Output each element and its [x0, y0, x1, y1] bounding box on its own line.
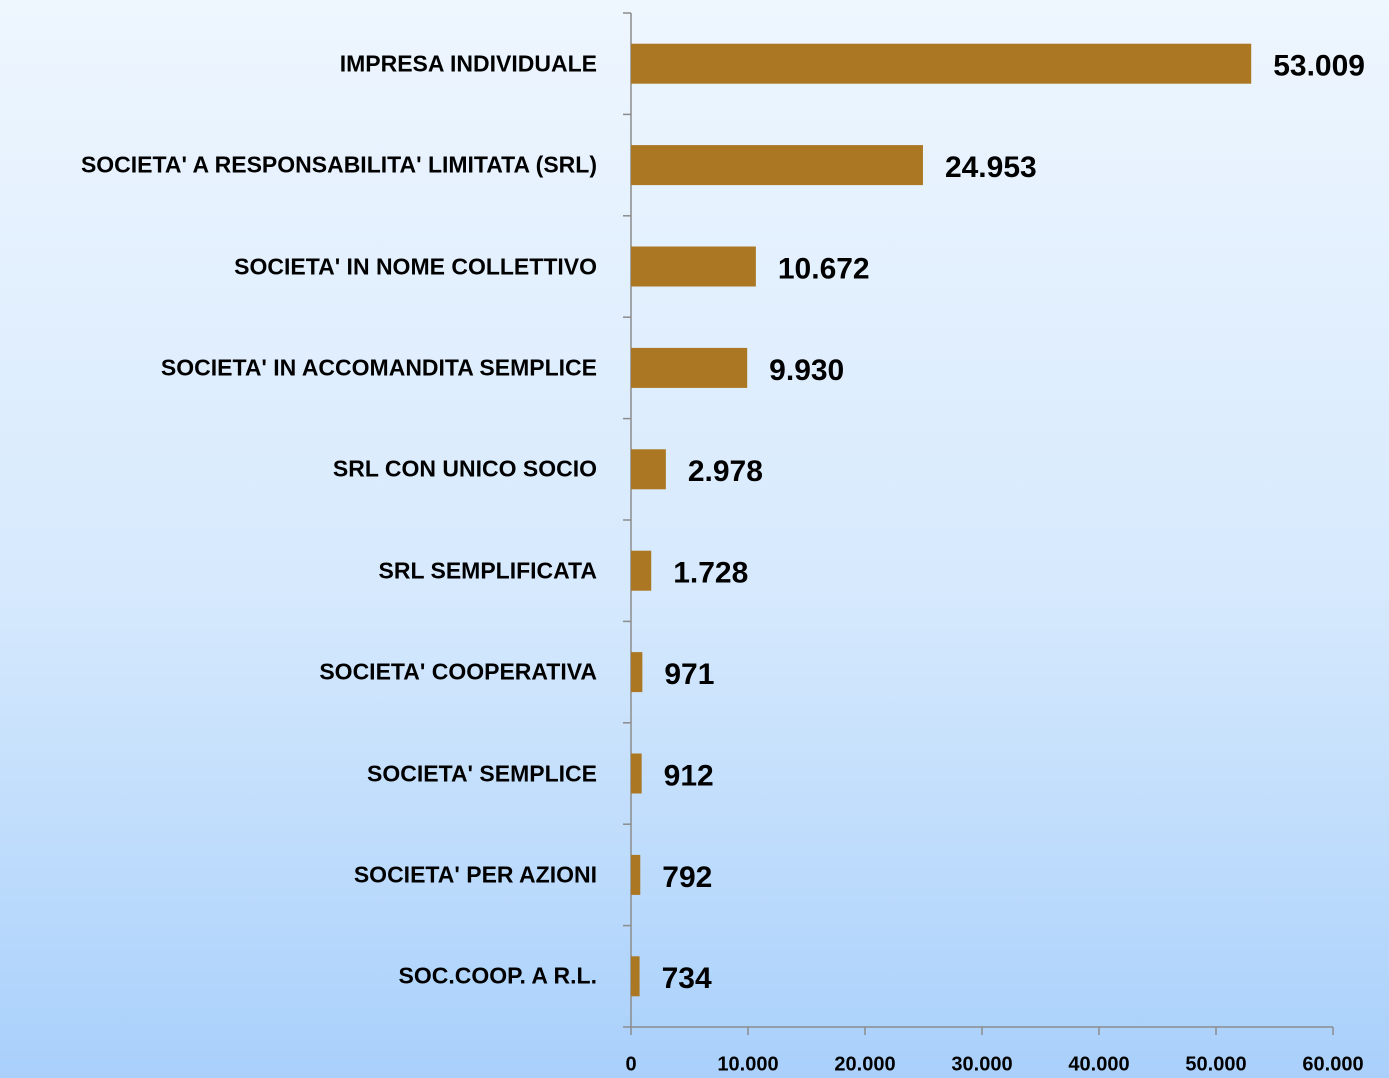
y-tick-label: SRL CON UNICO SOCIO — [332, 455, 597, 482]
value-label: 53.009 — [1273, 50, 1365, 83]
y-tick-label: SOCIETA' IN ACCOMANDITA SEMPLICE — [160, 354, 597, 381]
category-label-box: SOCIETA' IN NOME COLLETTIVO — [0, 250, 597, 283]
x-tick-label: 0 — [625, 1053, 636, 1075]
y-tick-label: SOCIETA' A RESPONSABILITA' LIMITATA (SRL… — [80, 151, 597, 178]
bar — [631, 347, 748, 388]
bar — [631, 753, 642, 794]
bar — [631, 956, 640, 997]
category-label-box: SOCIETA' COOPERATIVA — [0, 655, 597, 688]
category-label-box: SOCIETA' PER AZIONI — [0, 858, 597, 891]
bar — [631, 652, 643, 693]
y-tick-label: IMPRESA INDIVIDUALE — [339, 50, 597, 77]
bar — [631, 550, 652, 591]
bar — [631, 854, 641, 895]
x-tick-label: 20.000 — [834, 1053, 895, 1075]
category-label-box: IMPRESA INDIVIDUALE — [0, 47, 597, 80]
bar — [631, 145, 923, 186]
category-label-box: SOC.COOP. A R.L. — [0, 960, 597, 993]
y-tick-label: SOCIETA' PER AZIONI — [353, 861, 597, 888]
x-tick-label: 10.000 — [717, 1053, 778, 1075]
value-label: 912 — [664, 759, 714, 792]
value-label: 1.728 — [673, 557, 748, 590]
bar — [631, 43, 1252, 84]
x-tick-label: 50.000 — [1185, 1053, 1246, 1075]
x-tick-label: 60.000 — [1302, 1053, 1363, 1075]
value-label: 24.953 — [945, 151, 1037, 184]
value-label: 10.672 — [778, 252, 870, 285]
bar — [631, 246, 756, 287]
category-label-box: SRL CON UNICO SOCIO — [0, 453, 597, 486]
y-tick-label: SOCIETA' SEMPLICE — [367, 759, 597, 786]
category-label-box: SOCIETA' IN ACCOMANDITA SEMPLICE — [0, 351, 597, 384]
category-label-box: SRL SEMPLIFICATA — [0, 554, 598, 587]
y-tick-label: SRL SEMPLIFICATA — [378, 557, 598, 584]
y-tick-label: SOCIETA' COOPERATIVA — [319, 658, 597, 685]
value-label: 792 — [662, 861, 712, 894]
y-tick-label: SOC.COOP. A R.L. — [398, 962, 597, 989]
value-label: 2.978 — [688, 455, 763, 488]
y-tick-label: SOCIETA' IN NOME COLLETTIVO — [234, 252, 597, 279]
value-label: 9.930 — [769, 354, 844, 387]
bar — [631, 449, 666, 490]
x-tick-label: 30.000 — [951, 1053, 1012, 1075]
category-label-box: SOCIETA' SEMPLICE — [0, 757, 597, 790]
value-label: 734 — [662, 962, 712, 995]
category-label-box: SOCIETA' A RESPONSABILITA' LIMITATA (SRL… — [0, 148, 597, 181]
x-tick-label: 40.000 — [1068, 1053, 1129, 1075]
value-label: 971 — [664, 658, 714, 691]
